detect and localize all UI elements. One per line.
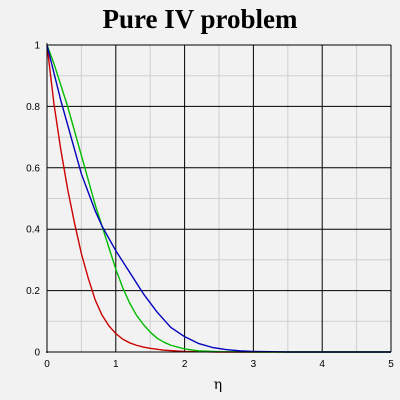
chart-title: Pure IV problem (102, 4, 298, 34)
y-tick-label: 0.8 (26, 102, 40, 113)
series-line-3 (46, 44, 391, 353)
x-tick-label: 2 (182, 359, 188, 370)
y-tick-label: 0 (34, 348, 40, 359)
x-tick-label: 3 (251, 359, 257, 370)
x-tick-label: 4 (319, 359, 325, 370)
y-tick-label: 0.2 (26, 286, 40, 297)
series-lines (46, 44, 391, 353)
x-tick-label: 1 (113, 359, 119, 370)
y-tick-label: 0.6 (26, 163, 40, 174)
minor-gridlines (47, 45, 391, 352)
x-tick-label: 5 (388, 359, 394, 370)
axes (46, 43, 391, 353)
series-line-1 (46, 44, 391, 353)
y-tick-label: 0.4 (26, 225, 40, 236)
x-tick-label: 0 (44, 359, 50, 370)
series-line-2 (46, 44, 391, 353)
tick-labels: 0 1 2 3 4 5 0 0.2 0.4 0.6 0.8 1 (26, 41, 394, 371)
x-axis-label: η (214, 377, 222, 393)
y-tick-label: 1 (34, 41, 40, 52)
